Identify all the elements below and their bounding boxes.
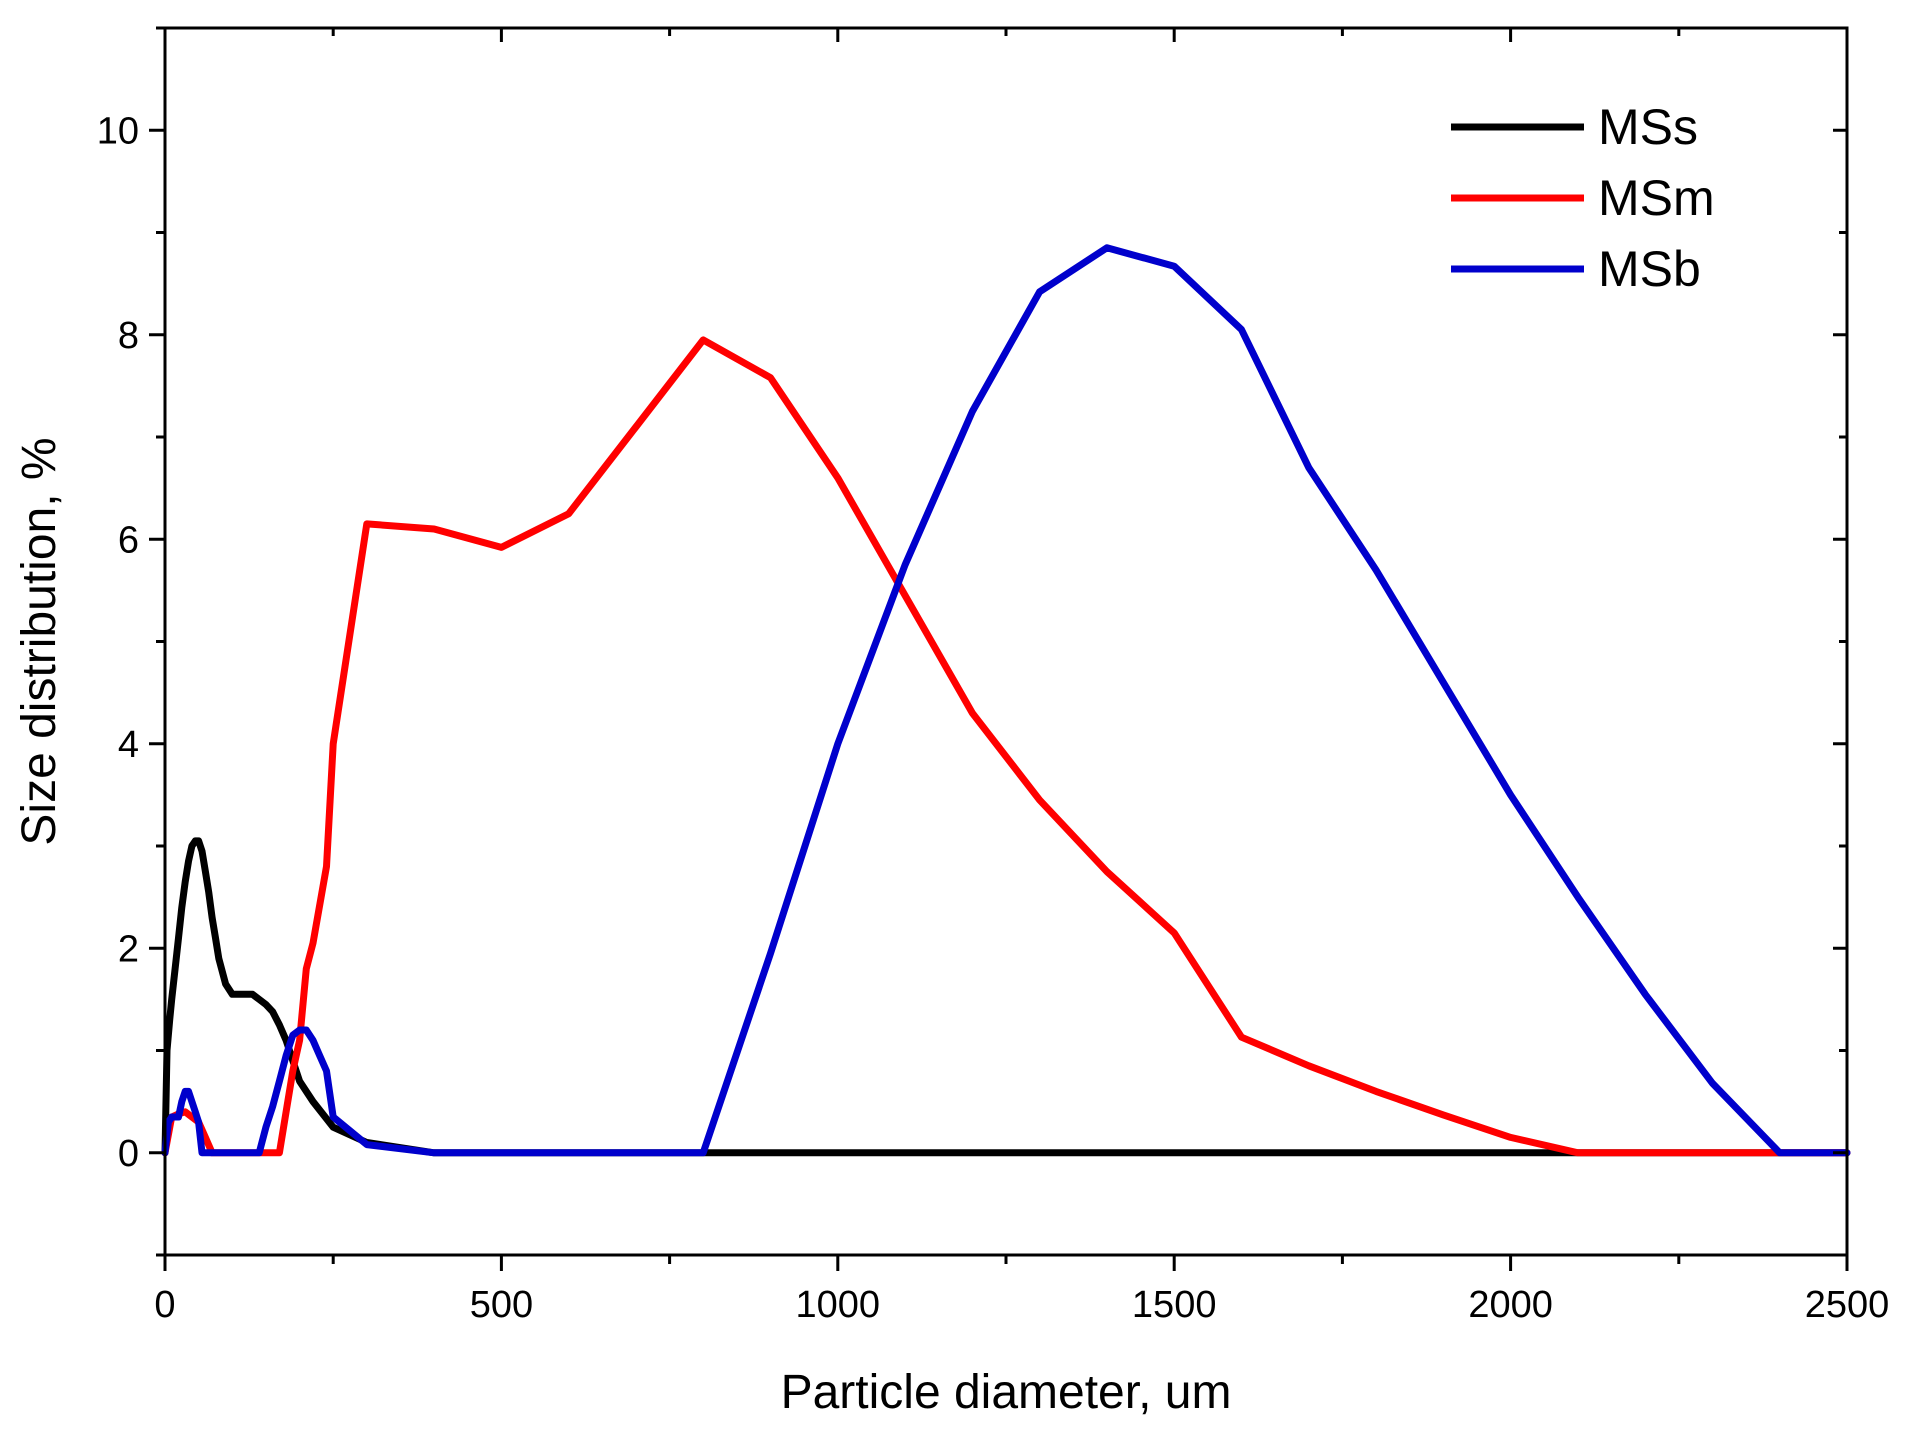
- x-tick-label: 1000: [796, 1284, 881, 1326]
- x-tick-label: 2000: [1468, 1284, 1553, 1326]
- series-line-msm: [161, 336, 1851, 1157]
- x-tick-label: 500: [470, 1284, 533, 1326]
- legend-label-msm: MSm: [1598, 170, 1715, 226]
- series-line-msb: [161, 244, 1851, 1157]
- legend-label-msb: MSb: [1598, 241, 1701, 297]
- y-tick-label: 2: [118, 928, 139, 970]
- y-tick-label: 4: [118, 724, 139, 766]
- x-tick-label: 2500: [1805, 1284, 1890, 1326]
- y-axis-title: Size distribution, %: [13, 437, 66, 845]
- y-tick-label: 10: [97, 110, 139, 152]
- series-layer: [161, 244, 1851, 1157]
- x-axis: 0 500 1000 1500 2000 2500: [154, 28, 1889, 1326]
- x-tick-label: 1500: [1132, 1284, 1217, 1326]
- y-tick-label: 0: [118, 1133, 139, 1175]
- y-axis: 0 2 4 6 8 10: [97, 26, 1847, 1257]
- legend: MSs MSm MSb: [1451, 99, 1715, 297]
- x-tick-label: 0: [154, 1284, 175, 1326]
- y-tick-label: 6: [118, 519, 139, 561]
- x-axis-title: Particle diameter, um: [781, 1366, 1232, 1419]
- legend-label-mss: MSs: [1598, 99, 1698, 155]
- y-tick-label: 8: [118, 315, 139, 357]
